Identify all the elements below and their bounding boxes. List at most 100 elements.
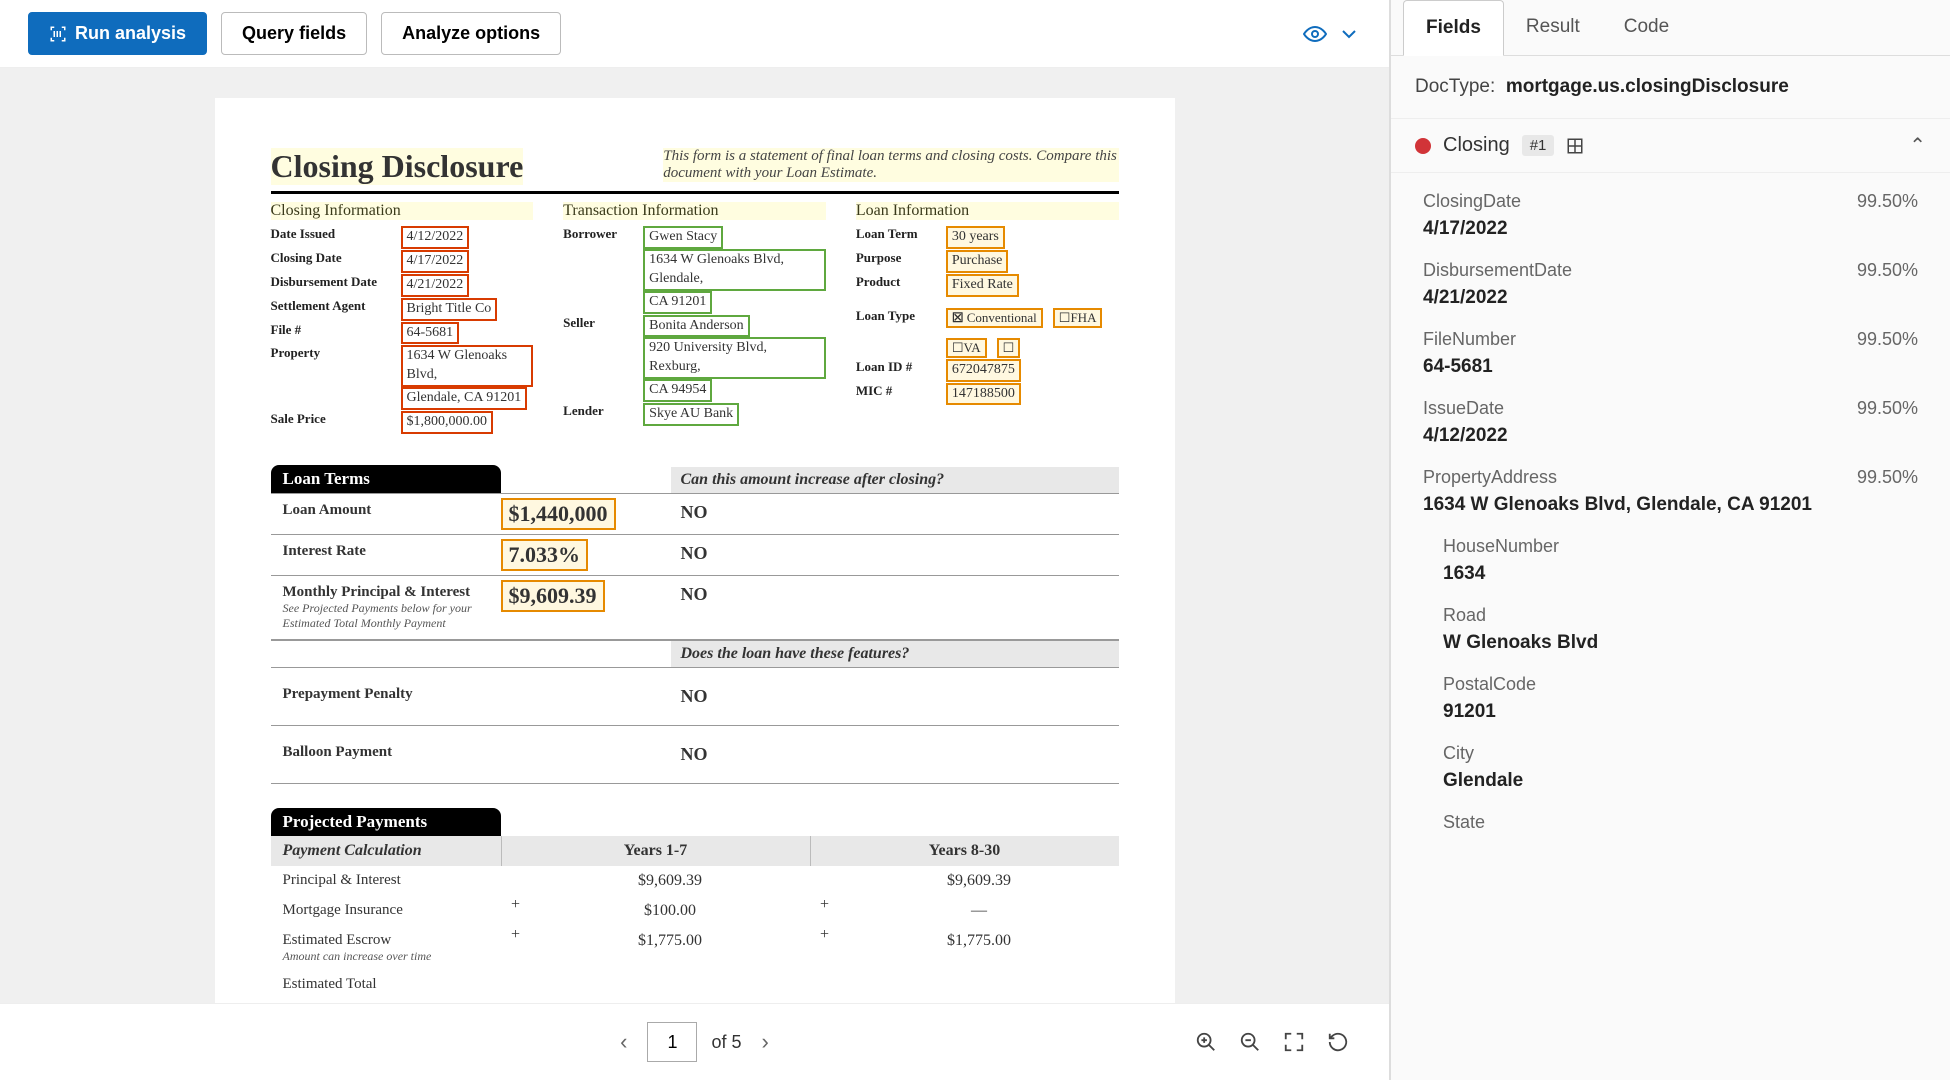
subfield-item[interactable]: RoadW Glenoaks Blvd xyxy=(1391,595,1950,664)
run-analysis-label: Run analysis xyxy=(75,23,186,44)
loan-row-ans: NO xyxy=(671,668,1119,725)
loan-row-label: Prepayment Penalty xyxy=(271,668,501,725)
plus-sign: + xyxy=(810,926,840,970)
proj-row-label: Estimated EscrowAmount can increase over… xyxy=(271,926,501,970)
borrower-addr1: 1634 W Glenoaks Blvd, Glendale, xyxy=(643,249,826,291)
loan-terms-head: Loan Terms xyxy=(271,465,501,493)
field-value: 4/17/2022 xyxy=(1423,218,1918,240)
document-viewer[interactable]: Closing Disclosure This form is a statem… xyxy=(0,68,1389,1003)
loan-product: Fixed Rate xyxy=(946,274,1019,297)
field-conf: 99.50% xyxy=(1857,260,1918,281)
lender: Skye AU Bank xyxy=(643,403,739,426)
plus-sign: + xyxy=(810,896,840,926)
tab-result[interactable]: Result xyxy=(1504,0,1602,55)
rotate-icon[interactable] xyxy=(1327,1031,1349,1053)
group-header[interactable]: Closing #1 ⌃ xyxy=(1391,119,1950,173)
field-conf: 99.50% xyxy=(1857,191,1918,212)
proj-val1 xyxy=(531,970,810,999)
loan-purpose: Purchase xyxy=(946,250,1009,273)
label: File # xyxy=(271,322,401,345)
loan-row-ans: NO xyxy=(671,494,1119,534)
field-value: Glendale xyxy=(1443,770,1918,792)
page-input[interactable] xyxy=(647,1022,697,1062)
proj-col1: Years 1-7 xyxy=(501,836,810,866)
tab-code[interactable]: Code xyxy=(1602,0,1691,55)
proj-val1: $100.00 xyxy=(531,896,810,926)
loan-row-val: $9,609.39 xyxy=(501,576,671,639)
seller-addr1: 920 University Blvd, Rexburg, xyxy=(643,337,826,379)
subfield-item[interactable]: HouseNumber1634 xyxy=(1391,526,1950,595)
run-analysis-button[interactable]: Run analysis xyxy=(28,12,207,55)
eye-icon[interactable] xyxy=(1303,22,1327,46)
fields-list[interactable]: ClosingDate 99.50% 4/17/2022 DisbursementDa… xyxy=(1391,173,1950,1080)
prev-page-button[interactable]: ‹ xyxy=(614,1029,633,1055)
closing-info-col: Closing Information Date Issued4/12/2022… xyxy=(271,202,534,435)
label: Disbursement Date xyxy=(271,274,401,297)
pager: ‹ of 5 › xyxy=(0,1003,1389,1080)
label: Borrower xyxy=(563,226,643,314)
field-value: 1634 W Glenoaks Blvd, Glendale, CA 91201 xyxy=(1423,494,1918,516)
doctype-row: DocType: mortgage.us.closingDisclosure xyxy=(1391,56,1950,119)
subfield-item[interactable]: State xyxy=(1391,802,1950,849)
field-item[interactable]: ClosingDate 99.50% 4/17/2022 xyxy=(1391,181,1950,250)
loan-id: 672047875 xyxy=(946,359,1021,382)
field-value: W Glenoaks Blvd xyxy=(1443,632,1918,654)
next-page-button[interactable]: › xyxy=(756,1029,775,1055)
field-item[interactable]: DisbursementDate99.50%4/21/2022 xyxy=(1391,250,1950,319)
group-num-badge: #1 xyxy=(1522,135,1555,156)
field-item[interactable]: IssueDate99.50%4/12/2022 xyxy=(1391,388,1950,457)
field-value: 4/12/2022 xyxy=(1423,425,1918,447)
analyze-options-button[interactable]: Analyze options xyxy=(381,12,561,55)
field-item[interactable]: FileNumber99.50%64-5681 xyxy=(1391,319,1950,388)
transaction-info-head: Transaction Information xyxy=(563,202,826,220)
loan-row-val: $1,440,000 xyxy=(501,494,671,534)
grid-icon[interactable] xyxy=(1566,137,1584,155)
proj-calc-label: Payment Calculation xyxy=(271,836,501,866)
zoom-out-icon[interactable] xyxy=(1239,1031,1261,1053)
label: MIC # xyxy=(856,383,946,406)
toolbar: Run analysis Query fields Analyze option… xyxy=(0,0,1389,68)
page-total: of 5 xyxy=(711,1032,741,1053)
borrower: Gwen Stacy xyxy=(643,226,723,249)
field-name: ClosingDate xyxy=(1423,191,1521,212)
date-issued: 4/12/2022 xyxy=(401,226,470,249)
query-fields-button[interactable]: Query fields xyxy=(221,12,367,55)
field-name: DisbursementDate xyxy=(1423,260,1572,281)
subfield-item[interactable]: CityGlendale xyxy=(1391,733,1950,802)
subfield-item[interactable]: PostalCode 91201 xyxy=(1391,664,1950,733)
red-dot-icon xyxy=(1415,138,1431,154)
loan-terms-q: Can this amount increase after closing? xyxy=(671,467,1119,493)
field-name: PropertyAddress xyxy=(1423,467,1557,488)
label: Property xyxy=(271,345,401,410)
proj-col2: Years 8-30 xyxy=(810,836,1119,866)
plus-sign xyxy=(810,866,840,896)
label: Loan ID # xyxy=(856,359,946,382)
label: Loan Term xyxy=(856,226,946,249)
fit-icon[interactable] xyxy=(1283,1031,1305,1053)
proj-val2: — xyxy=(840,896,1119,926)
chevron-up-icon[interactable]: ⌃ xyxy=(1909,133,1926,158)
field-name: PostalCode xyxy=(1443,674,1536,695)
property1: 1634 W Glenoaks Blvd, xyxy=(401,345,534,387)
cb-fha: ☐FHA xyxy=(1053,308,1103,328)
proj-row-label: Principal & Interest xyxy=(271,866,501,896)
closing-date: 4/17/2022 xyxy=(401,250,470,273)
label: Purpose xyxy=(856,250,946,273)
tab-fields[interactable]: Fields xyxy=(1403,0,1504,56)
zoom-in-icon[interactable] xyxy=(1195,1031,1217,1053)
page-subtitle: This form is a statement of final loan t… xyxy=(663,148,1118,182)
field-item[interactable]: PropertyAddress 99.50% 1634 W Glenoaks Blv… xyxy=(1391,457,1950,526)
field-value: 91201 xyxy=(1443,701,1918,723)
projected-head: Projected Payments xyxy=(271,808,501,836)
doctype-label: DocType: xyxy=(1415,76,1495,97)
field-conf: 99.50% xyxy=(1857,467,1918,488)
loan-row-ans: NO xyxy=(671,535,1119,575)
document-page: Closing Disclosure This form is a statem… xyxy=(215,98,1175,1003)
loan-row-val: 7.033% xyxy=(501,535,671,575)
file-num: 64-5681 xyxy=(401,322,460,345)
plus-sign: + xyxy=(501,896,531,926)
scan-icon xyxy=(49,25,67,43)
proj-val1: $1,775.00 xyxy=(531,926,810,970)
chevron-down-icon[interactable] xyxy=(1337,22,1361,46)
page-title: Closing Disclosure xyxy=(271,148,524,185)
